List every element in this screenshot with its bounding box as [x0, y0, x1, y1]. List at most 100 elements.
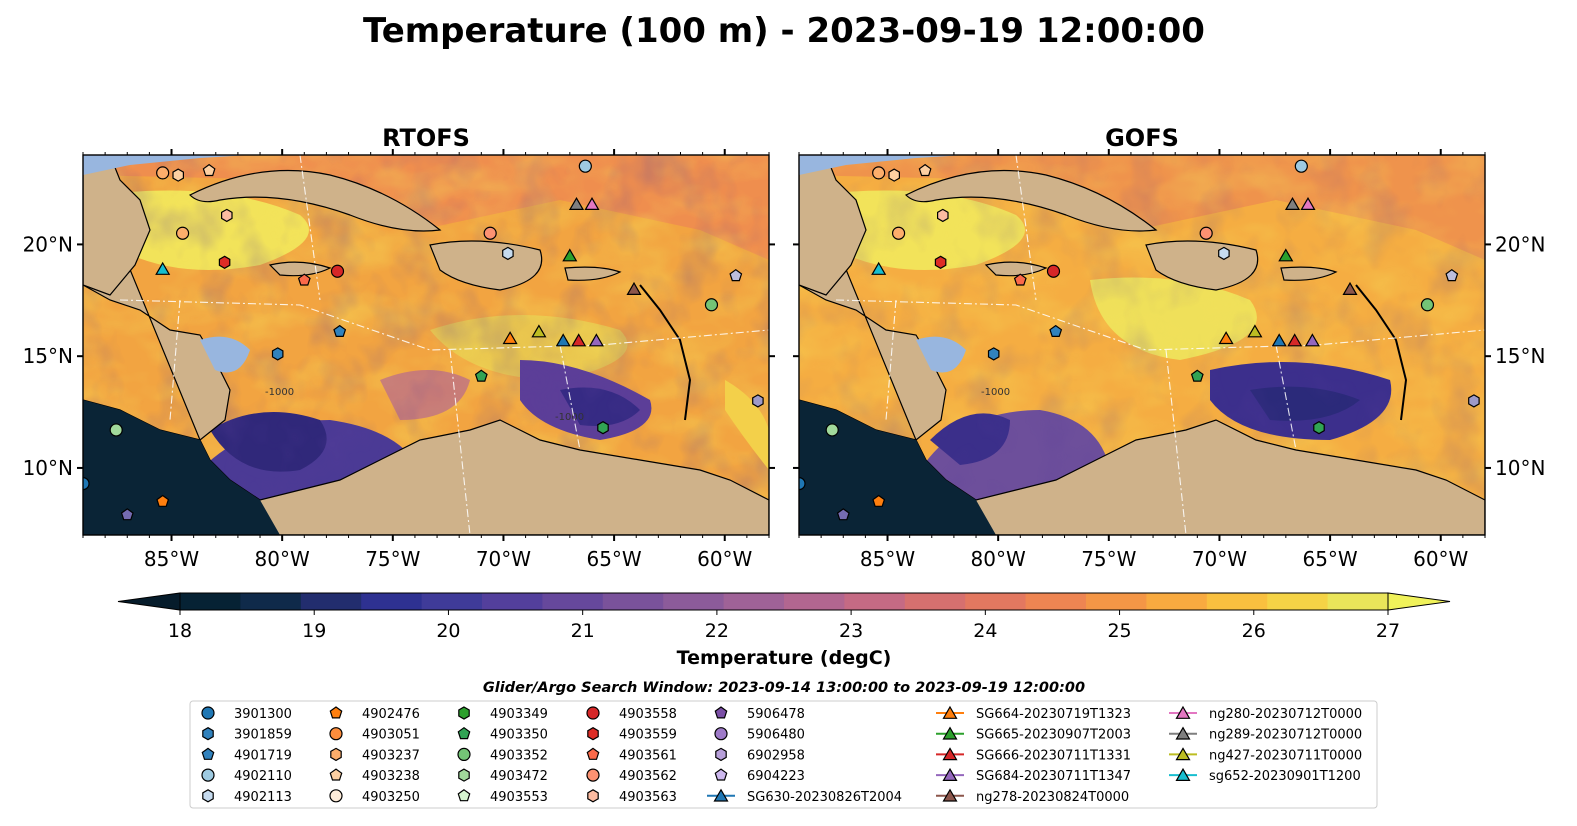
colorbar-segment [844, 593, 906, 610]
marker-4903472 [825, 423, 839, 437]
marker-4903237 [888, 168, 901, 182]
lon-tick-label: 70°W [476, 547, 531, 571]
marker-4903349 [1190, 369, 1204, 382]
marker-SG664-20230719T1323 [1218, 331, 1234, 345]
axis-ticks-gofs: 85°W 80°W 75°W 70°W 65°W 60°W 20°N 15°N 10°N [793, 149, 1545, 571]
marker-4903250 [891, 226, 906, 240]
colorbar-segment [784, 593, 845, 610]
legend-marker [942, 705, 958, 719]
colorbar-segment [542, 593, 604, 610]
legend: 3901300 3901859 4901719 4902110 4902113 49024… [201, 705, 1362, 805]
marker-SG684-20230711T1347 [588, 333, 604, 347]
legend-label: 4903051 [362, 728, 420, 743]
marker-4903562 [483, 226, 497, 240]
marker-4903563 [221, 208, 233, 223]
colorbar: 18 19 20 21 22 23 24 25 26 27 [117, 592, 1451, 642]
map-frame-rtofs [82, 154, 770, 536]
lon-tick-label: 65°W [586, 547, 641, 571]
colorbar-segment [1267, 593, 1329, 610]
legend-label: 3901300 [234, 707, 292, 722]
legend-marker [458, 706, 470, 720]
marker-4903561 [297, 273, 311, 286]
marker-SG665-20230907T2003 [562, 248, 578, 262]
marker-5906478 [836, 508, 850, 521]
legend-marker [713, 788, 729, 802]
legend-label: 4903349 [490, 707, 548, 722]
figure-title: Temperature (100 m) - 2023-09-19 12:00:0… [363, 11, 1205, 51]
bahamas-shelf [83, 155, 250, 175]
puerto-rico [1280, 266, 1338, 281]
puerto-rico [564, 266, 622, 281]
marker-6904223 [729, 268, 743, 282]
marker-3901300 [83, 476, 90, 491]
marker-4901719 [1049, 324, 1063, 337]
colorbar-tick-label: 18 [168, 620, 192, 642]
marker-4903558 [330, 264, 345, 278]
map-frame-gofs [798, 154, 1486, 536]
legend-label: 6904223 [747, 769, 805, 784]
marker-ng278-20230824T0000 [626, 281, 642, 295]
lat-tick-label: 10°N [1495, 456, 1545, 480]
contour-label: -1000 [265, 387, 294, 398]
jamaica [984, 261, 1048, 277]
lon-tick-label: 70°W [1192, 547, 1247, 571]
panel-title-gofs: GOFS [1105, 124, 1179, 152]
marker-ng289-20230712T0000 [1284, 197, 1301, 210]
marker-ng427-20230711T0000 [531, 324, 547, 338]
legend-label: 4903250 [362, 790, 420, 805]
marker-4903237 [172, 168, 184, 182]
legend-label: 3901859 [234, 728, 292, 743]
lesser-antilles [1355, 284, 1408, 421]
marker-4903472 [109, 423, 123, 437]
marker-4903051 [156, 166, 170, 180]
legend-label: 4903238 [362, 769, 420, 784]
lon-tick-label: 75°W [365, 547, 420, 571]
colorbar-segment [663, 593, 725, 610]
legend-marker [1175, 747, 1191, 761]
legend-marker [1175, 705, 1191, 719]
colorbar-segment [180, 593, 241, 610]
contour-label: -1000 [981, 387, 1010, 398]
colorbar-label: Temperature (degC) [677, 647, 892, 669]
legend-label: 4903559 [619, 728, 677, 743]
legend-marker [942, 788, 958, 802]
marker-4903561 [1013, 273, 1027, 286]
marker-5906478 [120, 508, 134, 521]
colorbar-tick-label: 25 [1107, 620, 1131, 642]
lat-tick-label: 15°N [23, 344, 73, 368]
legend-label: ng427-20230711T0000 [1209, 748, 1362, 763]
legend-marker [457, 726, 471, 740]
marker-4902476 [156, 494, 170, 507]
marker-ng278-20230824T0000 [1342, 281, 1358, 295]
lesser-antilles [639, 284, 692, 421]
legend-marker [457, 789, 471, 802]
marker-4903349 [474, 369, 488, 382]
legend-marker [457, 747, 471, 762]
marker-4902113 [1218, 246, 1230, 261]
lon-tick-label: 60°W [1413, 547, 1468, 571]
legend-marker [201, 768, 215, 782]
marker-5906480 [752, 394, 764, 408]
colorbar-tick-label: 24 [973, 620, 997, 642]
map-panel-rtofs: -1000 -1000 [83, 155, 769, 535]
colorbar-tick-label: 27 [1376, 620, 1400, 642]
markers-gofs [799, 159, 1480, 521]
lon-tick-label: 60°W [697, 547, 752, 571]
marker-4901719 [333, 324, 347, 337]
legend-label: 4903237 [362, 748, 420, 763]
marker-4903563 [936, 208, 949, 223]
legend-label: sg652-20230901T1200 [1209, 769, 1361, 784]
legend-box [189, 700, 1378, 809]
legend-marker [1175, 726, 1191, 740]
marker-SG630-20230826T2004 [1271, 333, 1287, 347]
colorbar-over-arrow [1387, 592, 1451, 611]
colorbar-segment [904, 593, 966, 610]
marker-4902110 [578, 159, 592, 173]
colorbar-segment [482, 593, 543, 610]
legend-marker [458, 768, 470, 782]
lon-tick-label: 85°W [144, 547, 199, 571]
legend-label: 4903553 [490, 790, 548, 805]
marker-sg652-20230901T1200 [871, 261, 887, 275]
legend-marker [586, 768, 600, 782]
marker-4903352 [704, 298, 719, 312]
